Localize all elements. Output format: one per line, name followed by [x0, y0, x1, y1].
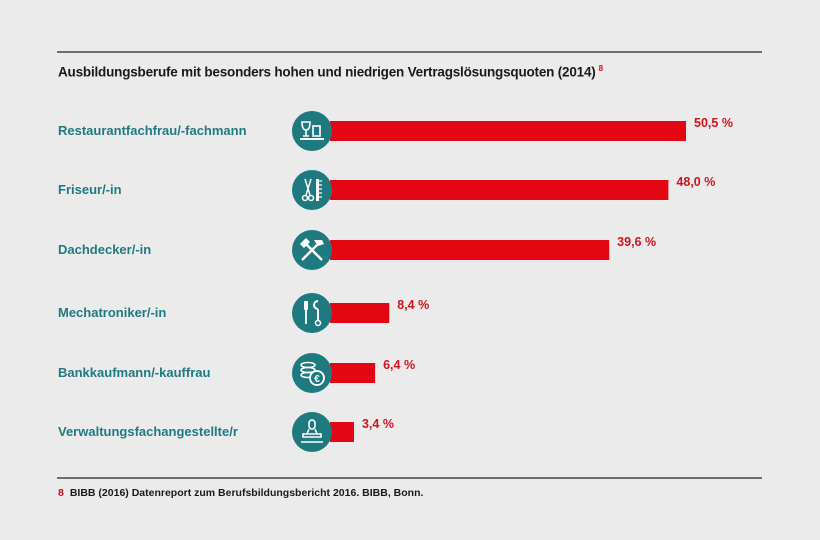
category-label: Bankkaufmann/-kauffrau — [58, 365, 210, 380]
bar — [330, 180, 669, 200]
chart-title: Ausbildungsberufe mit besonders hohen un… — [58, 64, 603, 80]
bottom-rule — [57, 477, 762, 479]
bar-row: Mechatroniker/-in 8,4 % — [58, 293, 429, 333]
value-label: 39,6 % — [617, 235, 656, 249]
title-text: Ausbildungsberufe mit besonders hohen un… — [58, 64, 596, 80]
title-footnote-marker: 8 — [598, 64, 603, 73]
bar-row: Verwaltungsfachangestellte/r 3,4 % — [58, 412, 394, 452]
bar — [330, 363, 376, 383]
footnote-marker: 8 — [58, 487, 64, 499]
top-rule — [57, 51, 762, 53]
bar-row: Friseur/-in 48,0 % — [58, 170, 715, 210]
category-label: Verwaltungsfachangestellte/r — [58, 424, 238, 439]
value-label: 3,4 % — [362, 417, 394, 431]
scissors-comb-icon — [292, 170, 332, 210]
bar — [330, 240, 610, 260]
glass-tray-icon — [292, 111, 332, 151]
stamp-icon — [292, 412, 332, 452]
bar-row: Bankkaufmann/-kauffrau €6,4 % — [58, 353, 415, 393]
screwdriver-wrench-icon — [292, 293, 332, 333]
bar-row: Restaurantfachfrau/-fachmann 50,5 % — [58, 111, 733, 151]
value-label: 48,0 % — [676, 175, 715, 189]
category-label: Dachdecker/-in — [58, 242, 151, 257]
svg-text:€: € — [314, 374, 320, 385]
bar-row: Dachdecker/-in 39,6 % — [58, 230, 656, 270]
category-label: Friseur/-in — [58, 182, 122, 197]
hammer-icon — [292, 230, 332, 270]
coins-euro-icon: € — [292, 353, 332, 393]
category-label: Mechatroniker/-in — [58, 305, 166, 320]
bar-chart: Restaurantfachfrau/-fachmann 50,5 % Friseu… — [58, 111, 733, 452]
value-label: 8,4 % — [397, 298, 429, 312]
footnote-text: BIBB (2016) Datenreport zum Berufsbildun… — [69, 487, 424, 499]
bar — [330, 121, 687, 141]
footnote: 8 BIBB (2016) Datenreport zum Berufsbildu… — [58, 487, 423, 499]
category-label: Restaurantfachfrau/-fachmann — [58, 123, 247, 138]
bar — [330, 422, 354, 442]
bar — [330, 303, 390, 323]
value-label: 50,5 % — [694, 116, 733, 130]
value-label: 6,4 % — [383, 358, 415, 372]
